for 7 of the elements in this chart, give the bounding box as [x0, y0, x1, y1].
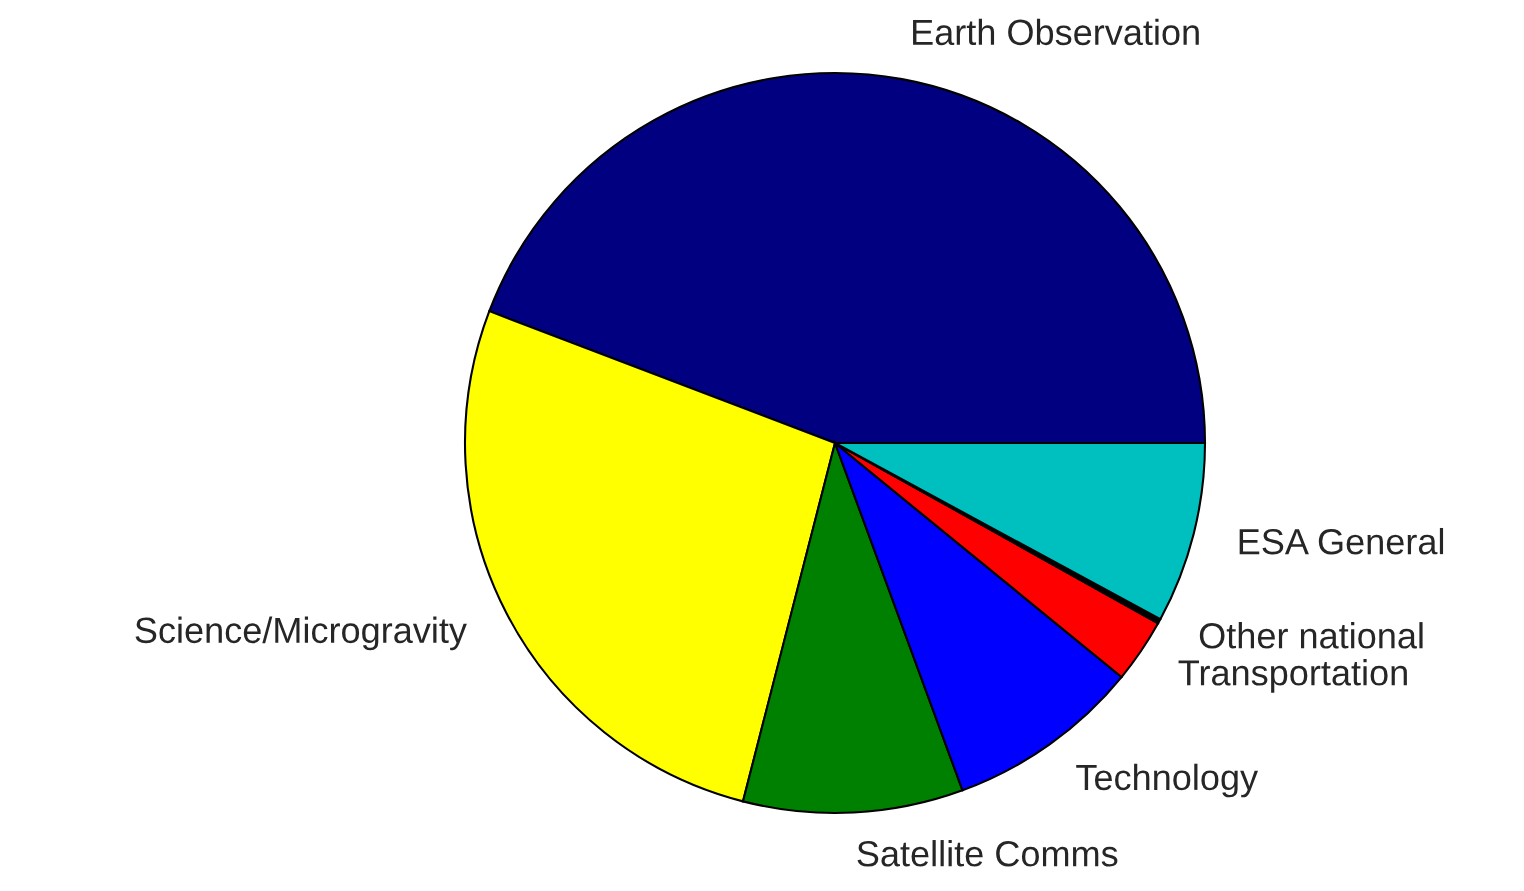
slice-label: ESA General [1239, 527, 1444, 555]
slice-label: Science/Microgravity [135, 616, 467, 651]
slice-label: Satellite Comms [857, 840, 1118, 867]
slice-label: Other national [1199, 622, 1423, 649]
slice-label: Transportation [1178, 659, 1407, 693]
slice-label: Earth Observation [913, 18, 1199, 46]
slice-label: Technology [1076, 763, 1259, 798]
